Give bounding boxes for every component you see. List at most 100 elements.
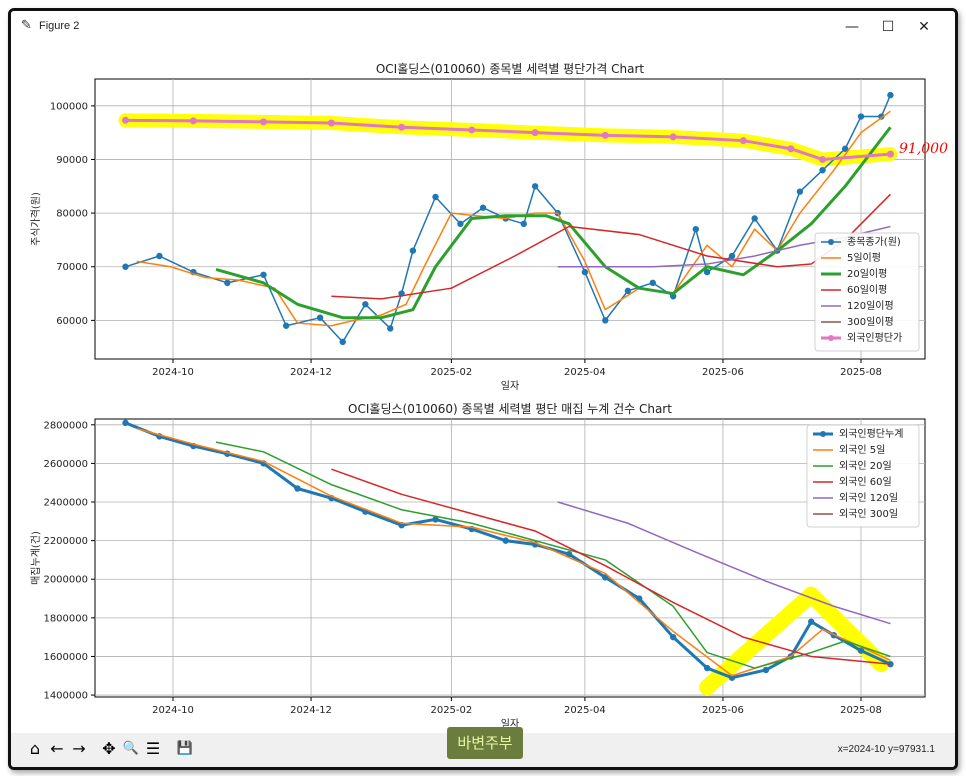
- series-point-1: [502, 537, 509, 544]
- series-point-1: [531, 183, 539, 190]
- x-tick-label: 2024-10: [152, 367, 194, 378]
- series-point-1: [703, 664, 711, 672]
- y-tick-label: 90000: [56, 155, 88, 166]
- series-point-7: [669, 133, 677, 141]
- series-point-1: [857, 113, 865, 120]
- series-point-1: [762, 666, 770, 674]
- back-arrow-icon[interactable]: ←: [50, 739, 64, 758]
- series-point-7: [327, 119, 335, 127]
- y-tick-label: 2000000: [43, 575, 88, 586]
- series-point-1: [841, 145, 849, 152]
- legend-marker: [828, 335, 834, 341]
- y-tick-label: 1800000: [43, 613, 88, 624]
- series-point-7: [819, 155, 827, 163]
- legend-label: 20일이평: [847, 268, 887, 280]
- close-button[interactable]: ✕: [918, 19, 930, 35]
- series-point-1: [362, 301, 369, 308]
- legend-label: 종목종가(원): [847, 236, 901, 248]
- series-point-1: [796, 188, 804, 195]
- x-tick-label: 2024-12: [290, 705, 332, 716]
- save-icon[interactable]: 💾: [176, 741, 194, 756]
- y-axis-label: 주식가격(원): [29, 192, 42, 246]
- series-point-1: [581, 268, 589, 276]
- series-point-1: [728, 674, 736, 681]
- series-point-1: [649, 279, 656, 287]
- subplot-2: [91, 418, 926, 701]
- subplot-1: [91, 78, 926, 363]
- series-point-1: [692, 225, 699, 233]
- y-tick-label: 1400000: [43, 691, 88, 702]
- series-line-2: [136, 427, 891, 677]
- series-point-1: [316, 314, 324, 321]
- series-point-7: [787, 145, 795, 153]
- series-point-1: [624, 287, 632, 295]
- figure-window: ✎ Figure 2 — ☐ ✕ 2024-10 2024-12 2025-02 20…: [8, 8, 958, 770]
- y-tick-label: 1600000: [43, 652, 88, 663]
- legend-marker: [828, 239, 834, 245]
- legend-label: 300일이평: [847, 316, 894, 328]
- series-point-1: [857, 647, 865, 654]
- series-point-1: [479, 204, 487, 211]
- maximize-button[interactable]: ☐: [881, 19, 895, 35]
- series-point-1: [432, 193, 439, 201]
- series-point-1: [602, 317, 609, 324]
- y-axis-label: 매집누계(건): [30, 531, 42, 585]
- navigation-toolbar: ⌂ ← → ✥ 🔍 ☰ 💾 바변주부 x=2024-10 y=97931.1: [11, 727, 955, 767]
- series-point-1: [703, 268, 711, 276]
- series-point-7: [468, 126, 476, 134]
- series-point-1: [728, 252, 736, 260]
- x-tick-label: 2025-08: [840, 705, 882, 716]
- series-point-1: [122, 263, 129, 270]
- configure-subplots-icon[interactable]: ☰: [145, 739, 161, 758]
- highlighter-stroke: [699, 586, 890, 696]
- x-tick-label: 2024-12: [290, 367, 332, 378]
- home-icon[interactable]: ⌂: [29, 739, 41, 758]
- series-point-1: [260, 271, 267, 278]
- series-point-1: [887, 91, 894, 99]
- legend: [806, 424, 920, 528]
- y-tick-label: 70000: [56, 262, 88, 273]
- series-line-5: [557, 501, 891, 625]
- legend-label: 120일이평: [847, 300, 894, 312]
- minimize-button[interactable]: —: [845, 19, 859, 35]
- legend-label: 외국인 120일: [839, 492, 898, 504]
- y-tick-label: 2400000: [43, 498, 88, 509]
- series-point-1: [282, 322, 290, 329]
- chart-title: OCI홀딩스(010060) 종목별 세력별 평단 매집 누계 건수 Chart: [348, 402, 672, 416]
- series-point-1: [751, 215, 758, 222]
- series-point-7: [601, 131, 609, 139]
- legend-label: 외국인평단가: [847, 332, 902, 344]
- series-point-7: [739, 137, 747, 145]
- legend-box: [806, 424, 920, 528]
- series-point-1: [156, 252, 163, 260]
- watermark-logo: 바변주부: [447, 727, 523, 759]
- series-point-1: [457, 220, 464, 228]
- series-point-1: [409, 247, 417, 254]
- axes-frame: [94, 418, 926, 698]
- x-tick-label: 2025-08: [840, 367, 882, 378]
- legend-label: 외국인 60일: [839, 476, 892, 488]
- forward-arrow-icon[interactable]: →: [72, 739, 86, 758]
- series-point-7: [260, 118, 268, 126]
- zoom-icon[interactable]: 🔍: [122, 741, 140, 756]
- series-point-1: [432, 516, 439, 523]
- title-bar: ✎ Figure 2 — ☐ ✕: [11, 11, 955, 43]
- series-point-1: [520, 220, 527, 228]
- x-tick-label: 2025-04: [564, 367, 606, 378]
- series-point-1: [669, 633, 677, 641]
- figure-canvas[interactable]: 2024-10 2024-12 2025-02 2025-04 2025-06 2025-…: [11, 43, 955, 733]
- pan-icon[interactable]: ✥: [102, 739, 116, 758]
- x-tick-label: 2024-10: [152, 705, 194, 716]
- x-tick-label: 2025-02: [430, 705, 472, 716]
- series-point-1: [387, 325, 394, 332]
- window-title: Figure 2: [39, 20, 80, 32]
- series-point-1: [339, 338, 346, 346]
- series-point-1: [808, 618, 815, 625]
- legend: [814, 232, 920, 352]
- legend-label: 외국인 20일: [839, 460, 892, 472]
- series-point-7: [886, 150, 894, 158]
- series-line-3: [215, 126, 892, 320]
- series-point-1: [565, 550, 573, 558]
- chart-title: OCI홀딩스(010060) 종목별 세력별 평단가격 Chart: [376, 62, 645, 76]
- legend-label: 외국인평단누계: [839, 428, 903, 440]
